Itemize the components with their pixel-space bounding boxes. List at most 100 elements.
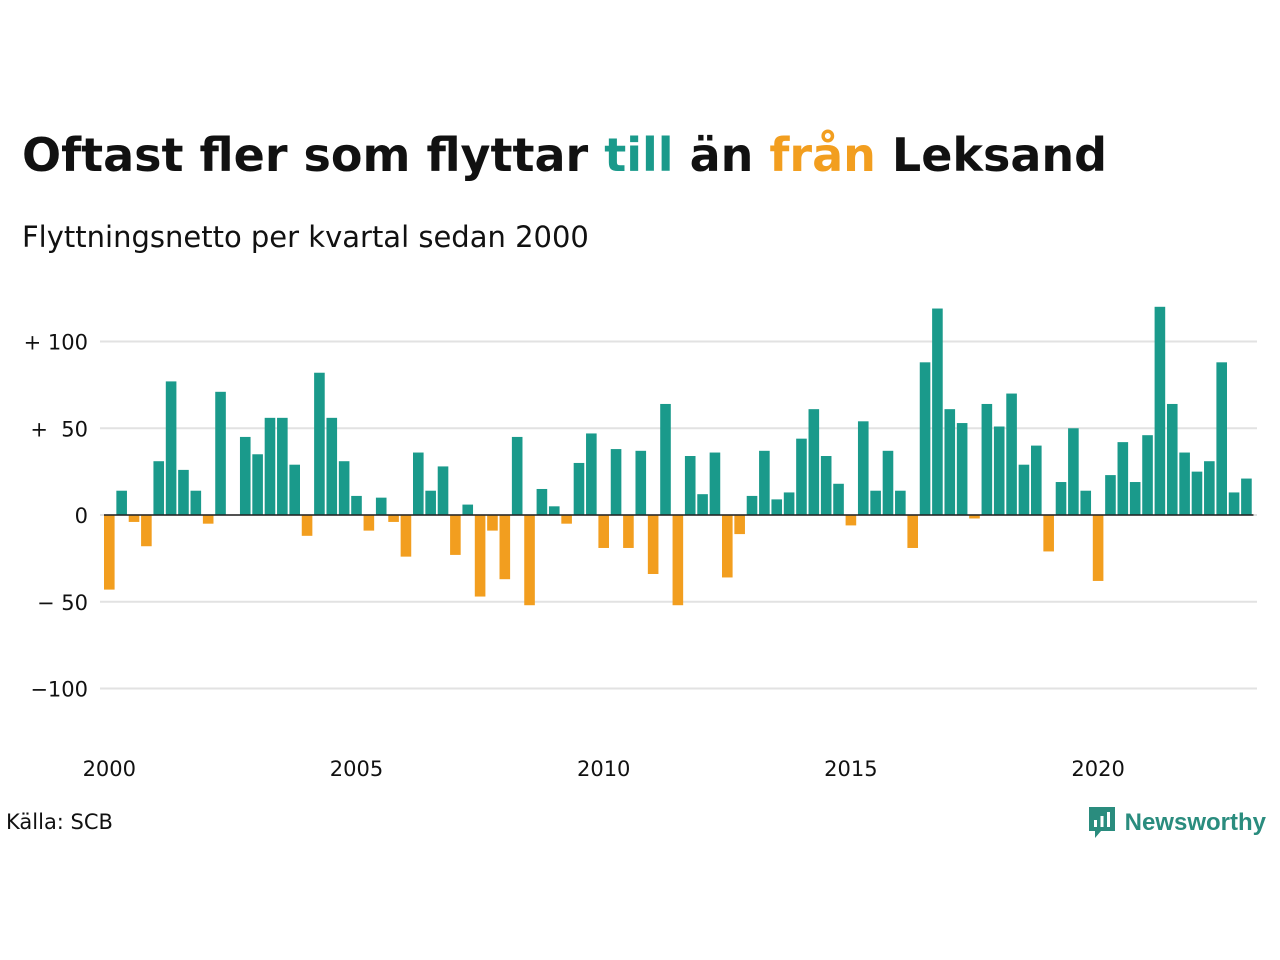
- bar: [1018, 464, 1030, 516]
- bar: [301, 515, 313, 536]
- bar: [474, 515, 486, 597]
- bar: [1216, 362, 1227, 515]
- bar: [1068, 428, 1079, 515]
- bar: [833, 483, 844, 515]
- bar: [326, 417, 338, 515]
- bar: [932, 308, 943, 515]
- bar: [1006, 393, 1017, 515]
- bar: [1142, 435, 1153, 515]
- bar: [1154, 306, 1166, 515]
- chart-subtitle: Flyttningsnetto per kvartal sedan 2000: [22, 220, 589, 254]
- bar: [672, 515, 684, 606]
- bar: [647, 515, 659, 574]
- bar: [375, 497, 387, 515]
- bar: [771, 499, 783, 515]
- y-tick-label: − 50: [37, 591, 88, 615]
- x-tick-label: 2015: [824, 757, 877, 781]
- bar: [153, 461, 165, 515]
- bar: [956, 423, 968, 515]
- bar: [1241, 478, 1252, 515]
- bar: [264, 417, 276, 515]
- y-tick-label: −100: [30, 678, 88, 702]
- bar: [796, 438, 807, 515]
- title-till: till: [604, 128, 674, 182]
- newsworthy-logo-text: Newsworthy: [1124, 809, 1266, 836]
- bar: [252, 454, 263, 515]
- bar: [128, 515, 140, 522]
- bar: [289, 464, 300, 516]
- bar: [536, 488, 548, 516]
- bar: [277, 417, 288, 515]
- bar: [239, 436, 251, 516]
- bar: [499, 515, 511, 580]
- bar: [845, 515, 857, 526]
- bar: [215, 391, 226, 515]
- bar: [338, 461, 350, 515]
- bar: [413, 452, 424, 515]
- bar: [1055, 482, 1067, 515]
- newsworthy-logo-icon: [1087, 805, 1117, 841]
- x-tick-label: 2010: [577, 757, 630, 781]
- bar: [660, 403, 671, 515]
- bar: [190, 490, 202, 515]
- title-part-1: Oftast fler som flyttar: [22, 128, 605, 182]
- y-tick-label: + 100: [24, 331, 88, 355]
- bar: [586, 433, 597, 515]
- x-tick-label: 2000: [83, 757, 136, 781]
- bar: [1092, 515, 1104, 581]
- bar: [746, 495, 758, 516]
- y-tick-label: + 50: [30, 417, 88, 441]
- bar: [314, 372, 325, 515]
- bar: [511, 436, 523, 516]
- bar: [104, 515, 115, 590]
- bar: [783, 492, 795, 515]
- bar: [1166, 403, 1178, 515]
- bar: [820, 456, 832, 515]
- bar: [944, 409, 956, 515]
- chart-title: Oftast fler som flyttar till än från Lek…: [22, 128, 1107, 182]
- newsworthy-logo: Newsworthy: [1087, 803, 1266, 843]
- bar: [400, 515, 412, 557]
- bar: [919, 362, 931, 515]
- bar: [969, 515, 980, 519]
- bar: [895, 490, 906, 515]
- bar: [635, 450, 647, 516]
- bar: [178, 469, 189, 515]
- bar: [1043, 515, 1054, 552]
- bar: [1031, 445, 1042, 515]
- bar: [487, 515, 498, 531]
- bar: [759, 450, 770, 516]
- y-tick-label: 0: [75, 504, 88, 528]
- bar: [388, 515, 399, 522]
- bar: [1080, 490, 1092, 515]
- bar: [870, 490, 881, 515]
- bar: [573, 462, 585, 515]
- bar: [425, 490, 436, 515]
- bar: [548, 506, 560, 515]
- title-part-2: än: [673, 128, 770, 182]
- bar: [116, 490, 127, 515]
- bar: [684, 456, 696, 515]
- bar: [1179, 452, 1190, 515]
- bar: [598, 515, 609, 548]
- bar: [907, 515, 918, 548]
- bar: [623, 515, 634, 548]
- bar: [437, 466, 449, 515]
- bar: [993, 426, 1005, 515]
- source-label: Källa: SCB: [6, 810, 113, 834]
- bar: [1191, 471, 1203, 516]
- bar: [363, 515, 375, 531]
- bar: [462, 504, 474, 515]
- bar: [1204, 461, 1215, 515]
- bar: [882, 450, 894, 516]
- bar: [857, 421, 869, 515]
- bar: [610, 449, 622, 515]
- bar: [351, 495, 362, 516]
- bar: [524, 515, 535, 606]
- x-tick-label: 2020: [1071, 757, 1124, 781]
- bar: [808, 409, 820, 515]
- bar: [697, 494, 708, 515]
- title-part-3: Leksand: [875, 128, 1108, 182]
- bar: [561, 515, 572, 524]
- bar: [1105, 475, 1116, 516]
